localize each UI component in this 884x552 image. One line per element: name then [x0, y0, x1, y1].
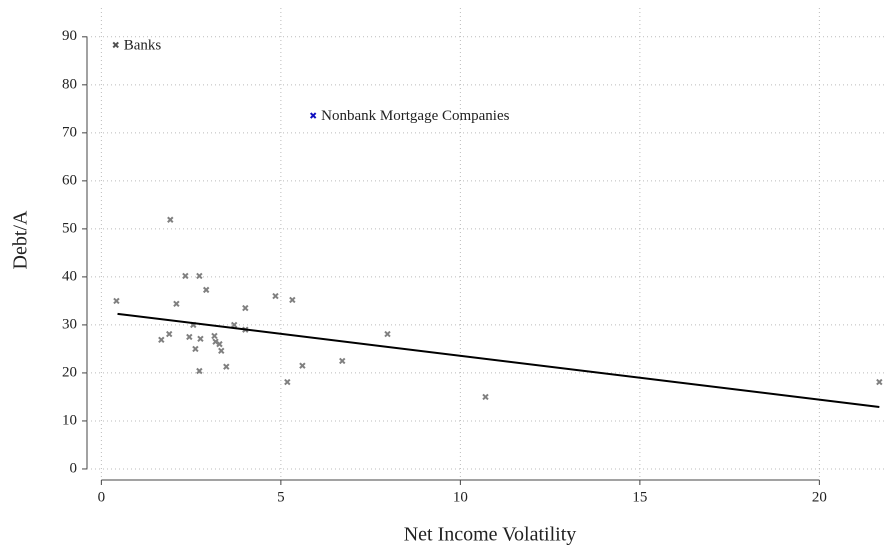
point	[218, 347, 225, 355]
point	[216, 340, 223, 348]
point	[112, 41, 119, 49]
y-tick-label: 50	[62, 220, 77, 236]
point	[197, 335, 204, 343]
point	[113, 297, 120, 305]
point	[230, 321, 238, 329]
y-tick-label: 80	[62, 76, 77, 92]
point	[167, 216, 174, 223]
y-tick-label: 0	[70, 460, 78, 476]
point	[173, 300, 180, 307]
point	[158, 336, 165, 343]
y-tick-label: 20	[62, 364, 77, 380]
point	[212, 338, 219, 345]
fit-line	[117, 312, 880, 409]
point	[211, 332, 218, 340]
point	[223, 363, 230, 370]
point	[284, 378, 291, 386]
point	[309, 112, 317, 119]
x-axis-label: Net Income Volatility	[404, 524, 577, 546]
point-label: Nonbank Mortgage Companies	[321, 108, 509, 124]
x-tick-label: 0	[98, 489, 106, 505]
point	[289, 296, 296, 304]
point	[166, 330, 173, 338]
point	[196, 367, 203, 375]
point	[299, 362, 306, 369]
y-tick-label: 70	[62, 124, 77, 140]
x-tick-label: 15	[632, 489, 647, 505]
y-tick-label: 40	[62, 268, 77, 284]
point	[482, 393, 489, 401]
point	[192, 345, 199, 353]
point	[242, 304, 249, 312]
point	[202, 286, 210, 294]
x-tick-label: 5	[277, 489, 285, 505]
x-tick-label: 20	[812, 489, 827, 505]
point	[876, 378, 883, 386]
point	[196, 272, 203, 280]
point	[182, 272, 189, 280]
point	[339, 357, 346, 365]
x-tick-label: 10	[453, 489, 468, 505]
point	[272, 292, 279, 300]
y-tick-label: 10	[62, 412, 77, 428]
y-tick-label: 60	[62, 172, 77, 188]
y-tick-label: 90	[62, 28, 77, 44]
y-axis-label: Debt/A	[10, 210, 32, 269]
point	[186, 333, 193, 341]
point-label: Banks	[124, 37, 162, 53]
y-tick-label: 30	[62, 316, 77, 332]
point	[384, 330, 391, 338]
